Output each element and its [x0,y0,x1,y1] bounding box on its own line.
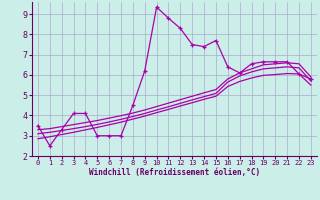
X-axis label: Windchill (Refroidissement éolien,°C): Windchill (Refroidissement éolien,°C) [89,168,260,177]
